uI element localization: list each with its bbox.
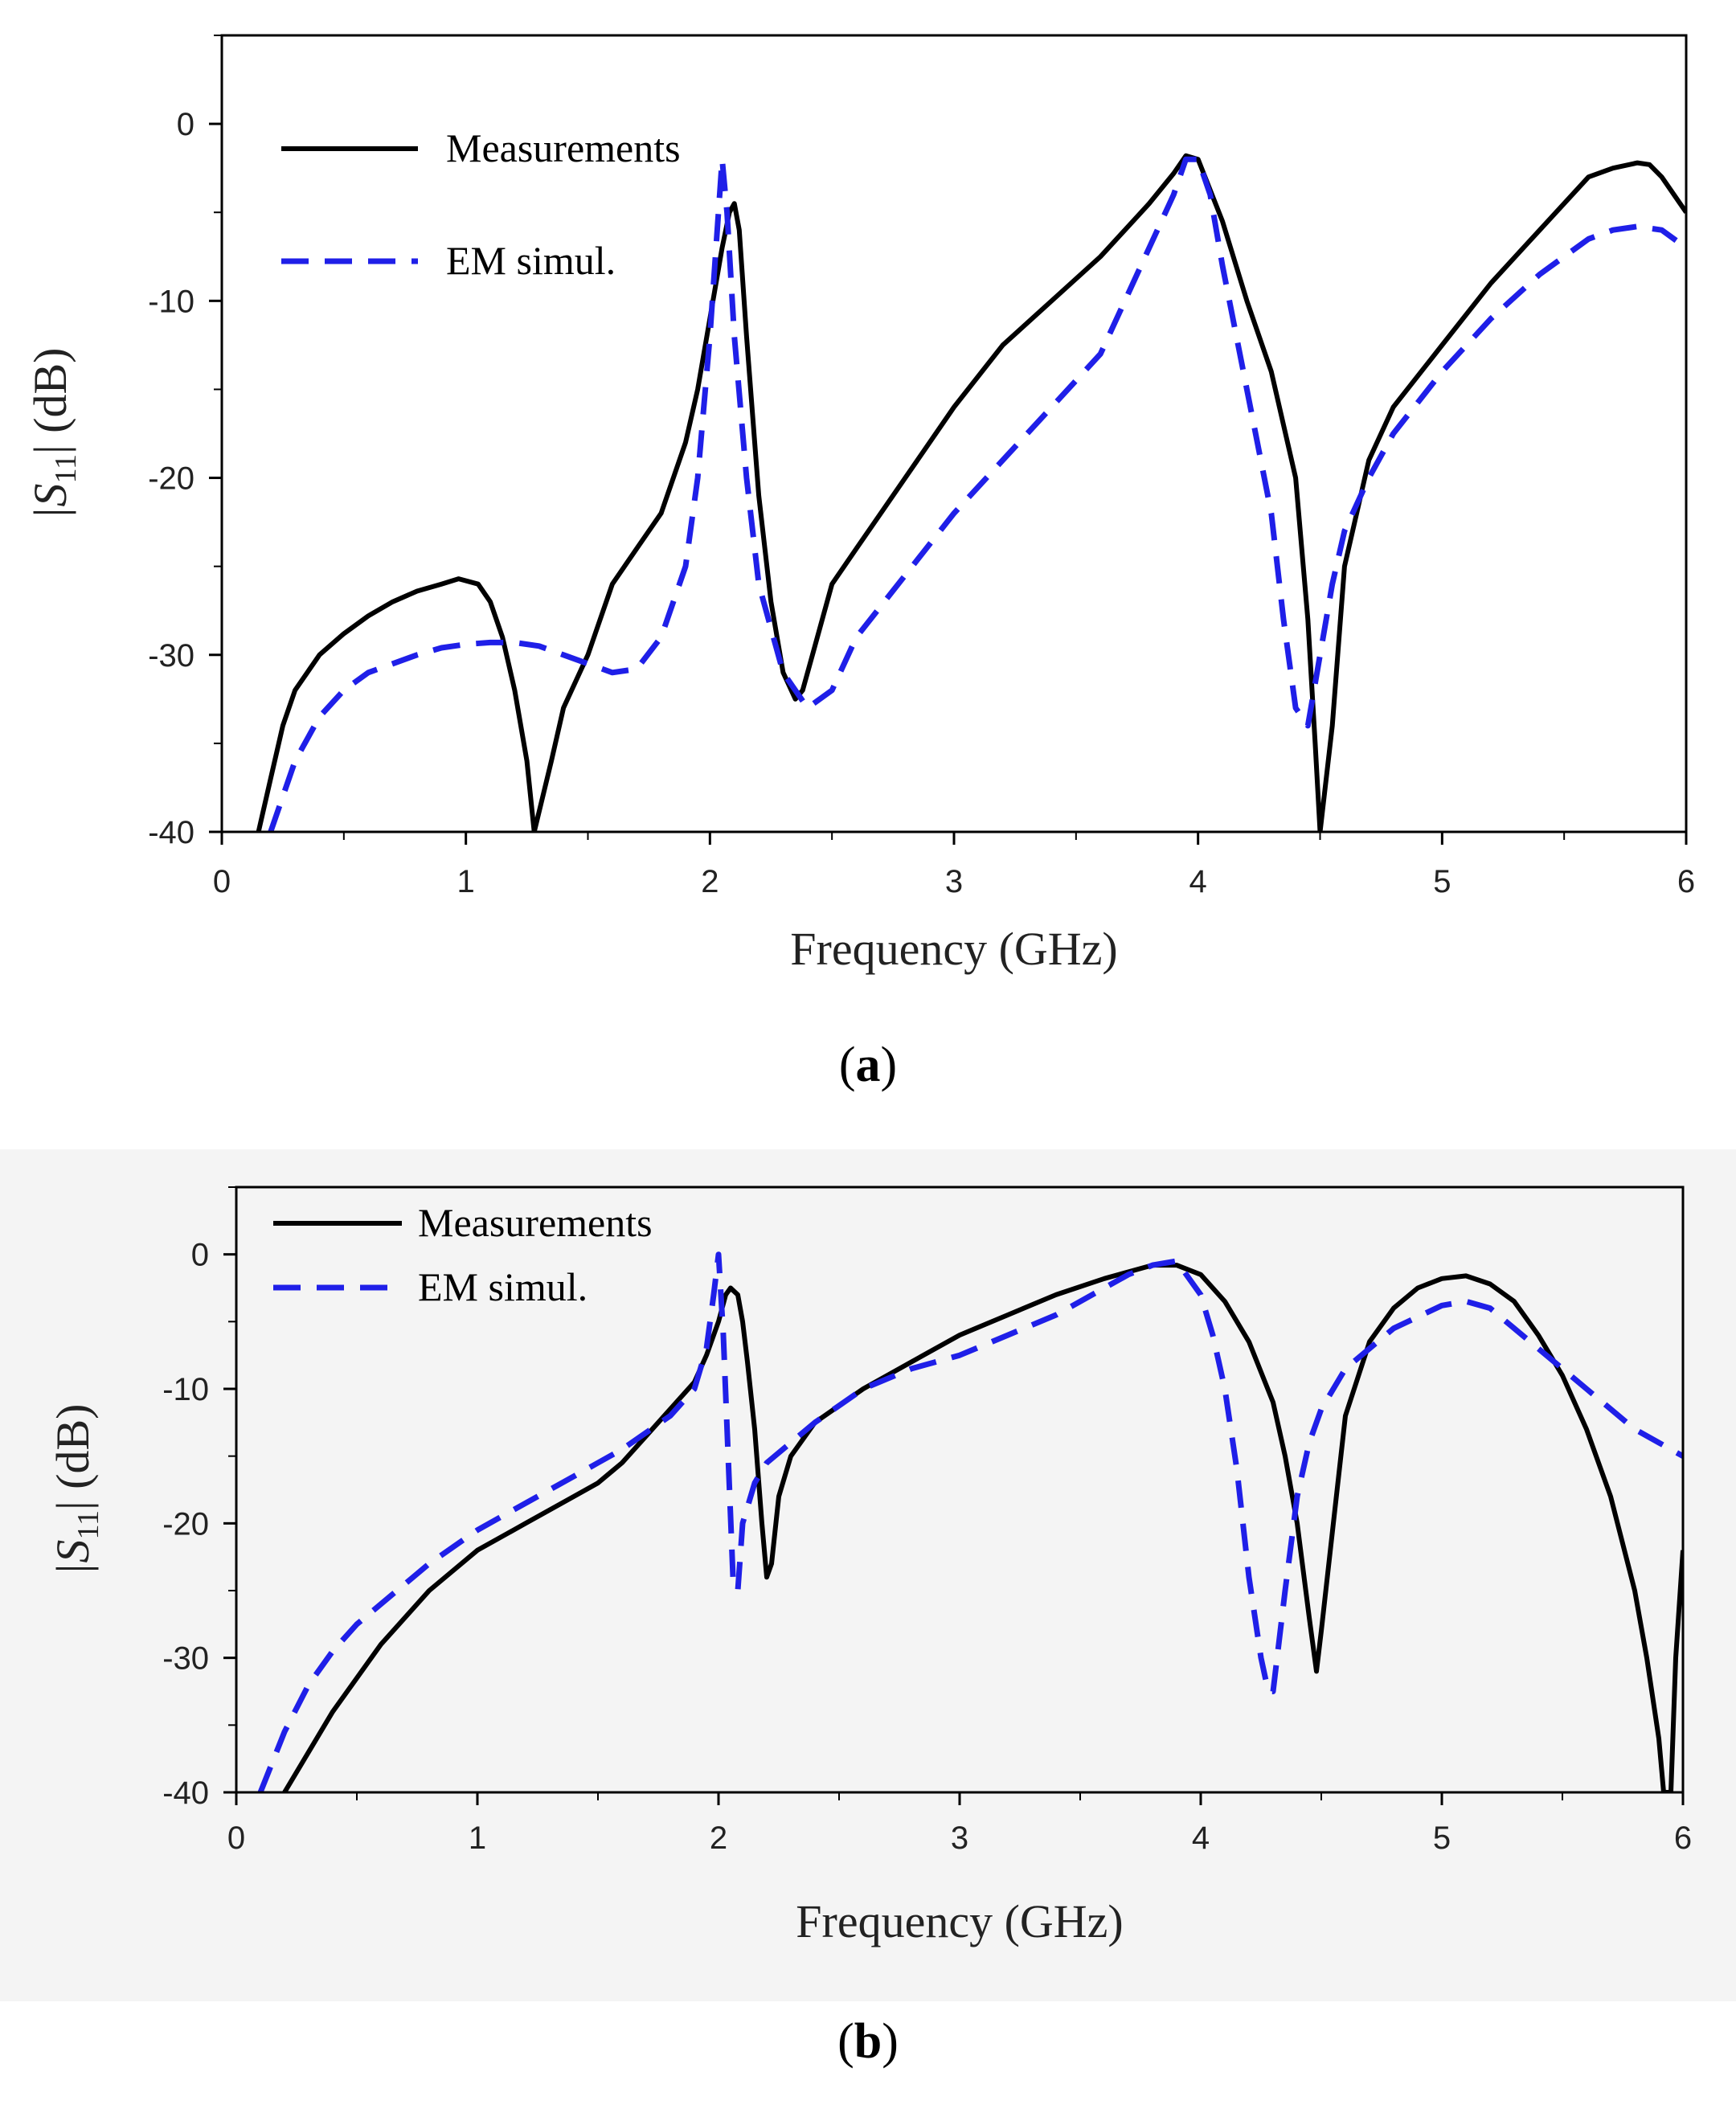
plot-frame-a	[220, 34, 1688, 833]
y-tick-label: -20	[148, 461, 194, 497]
y-tick-label: -40	[148, 815, 194, 850]
plot-frame-b	[235, 1186, 1685, 1794]
x-tick-label: 2	[701, 864, 719, 899]
legend-label-em-simul: EM simul.	[446, 238, 616, 283]
x-axis-title: Frequency (GHz)	[790, 923, 1117, 975]
x-tick-label: 4	[1189, 864, 1207, 899]
chart-panel-b: Measurements EM simul. 0 1 2 3 4 5 6 -40 -30 -20 -1…	[0, 1149, 1736, 2105]
x-tick-label: 3	[951, 1820, 968, 1856]
x-tick-label: 0	[213, 864, 231, 899]
x-tick-label: 4	[1192, 1820, 1210, 1856]
y-tick-label: -30	[148, 638, 194, 674]
y-tick-label: 0	[191, 1238, 209, 1273]
x-tick-label: 1	[457, 864, 475, 899]
x-axis-title: Frequency (GHz)	[796, 1895, 1123, 1947]
series-line-em-simul	[257, 1251, 1683, 1792]
y-axis-title: |S11| (dB)	[24, 348, 83, 520]
x-tick-label: 5	[1433, 864, 1451, 899]
y-tick-label: -30	[162, 1641, 209, 1677]
legend-label-measurements: Measurements	[446, 125, 681, 170]
x-tick-label: 6	[1677, 864, 1695, 899]
legend-label-em-simul: EM simul.	[418, 1264, 588, 1309]
x-tick-label: 1	[469, 1820, 486, 1856]
chart-a: Measurements EM simul. 0 1 2 3 4 5 6 -40 -30 -20 -1…	[24, 34, 1696, 975]
chart-panel-a: Measurements EM simul. 0 1 2 3 4 5 6 -40 -30 -20 -1…	[24, 34, 1696, 1092]
y-tick-label: -10	[162, 1372, 209, 1407]
y-axis-title: |S11| (dB)	[47, 1404, 105, 1576]
y-tick-label: 0	[177, 107, 194, 142]
x-tick-label: 6	[1674, 1820, 1692, 1856]
caption-a: (a)	[838, 1038, 898, 1092]
caption-b: (b)	[837, 2014, 899, 2069]
x-tick-label: 0	[227, 1820, 245, 1856]
chart-b: Measurements EM simul. 0 1 2 3 4 5 6 -40 -30 -20 -1…	[0, 1149, 1736, 2001]
y-tick-label: -10	[148, 284, 194, 319]
x-tick-label: 5	[1433, 1820, 1451, 1856]
series-line-em-simul	[268, 156, 1686, 832]
x-tick-label: 3	[945, 864, 963, 899]
series-line-measurements	[282, 1263, 1683, 1792]
y-tick-label: -20	[162, 1506, 209, 1542]
x-tick-label: 2	[710, 1820, 727, 1856]
y-tick-label: -40	[162, 1775, 209, 1811]
legend-label-measurements: Measurements	[418, 1200, 653, 1245]
